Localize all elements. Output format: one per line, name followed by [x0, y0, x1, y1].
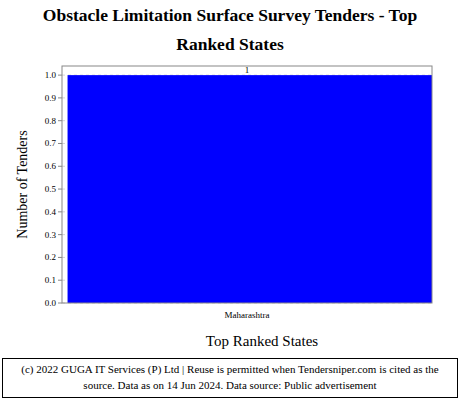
- plot-area: [62, 66, 432, 303]
- footer-box: [3, 359, 458, 398]
- title: Obstacle Limitation Surface Survey Tende…: [43, 5, 418, 54]
- tick-mark: [58, 189, 62, 190]
- tick-mark: [58, 120, 62, 121]
- tick-mark: [58, 257, 62, 258]
- text-line: Obstacle Limitation Surface Survey Tende…: [43, 5, 418, 25]
- tick-label: 0.1: [45, 275, 56, 285]
- text-line: source. Data as on 14 Jun 2024. Data sou…: [83, 379, 376, 391]
- tick-label: 0.9: [45, 93, 57, 103]
- tick-mark: [58, 166, 62, 167]
- y-axis-label: Number of Tenders: [15, 130, 30, 238]
- tick-mark: [58, 280, 62, 281]
- plot-frame: [62, 66, 432, 303]
- tick-mark: [58, 97, 62, 98]
- category-label: Maharashtra: [225, 310, 270, 320]
- page: {"chart_data": {"type": "bar", "title": …: [0, 0, 460, 400]
- marks: [68, 75, 432, 303]
- tick-label: 0.8: [45, 116, 57, 126]
- chart: Obstacle Limitation Surface Survey Tende…: [0, 0, 460, 400]
- tick-mark: [58, 143, 62, 144]
- tick-label: 0.2: [45, 252, 56, 262]
- tick-mark: [58, 234, 62, 235]
- footer: (c) 2022 GUGA IT Services (P) Ltd | Reus…: [21, 363, 439, 391]
- x-axis-label: Top Ranked States: [206, 333, 318, 349]
- tick-label: 0.4: [45, 207, 57, 217]
- tick-mark: [58, 211, 62, 212]
- data-label: 1: [245, 65, 250, 75]
- tick-label: 0.0: [45, 298, 57, 308]
- tick-label: 0.3: [45, 230, 57, 240]
- text-line: Ranked States: [176, 34, 284, 54]
- tick-mark: [58, 75, 62, 76]
- tick-label: 1.0: [45, 70, 57, 80]
- background: [0, 0, 460, 400]
- tick-label: 0.6: [45, 161, 57, 171]
- text-line: (c) 2022 GUGA IT Services (P) Ltd | Reus…: [21, 363, 439, 376]
- tick-label: 0.7: [45, 138, 57, 148]
- tick-mark: [58, 303, 62, 304]
- bar: [68, 75, 432, 303]
- tick-label: 0.5: [45, 184, 57, 194]
